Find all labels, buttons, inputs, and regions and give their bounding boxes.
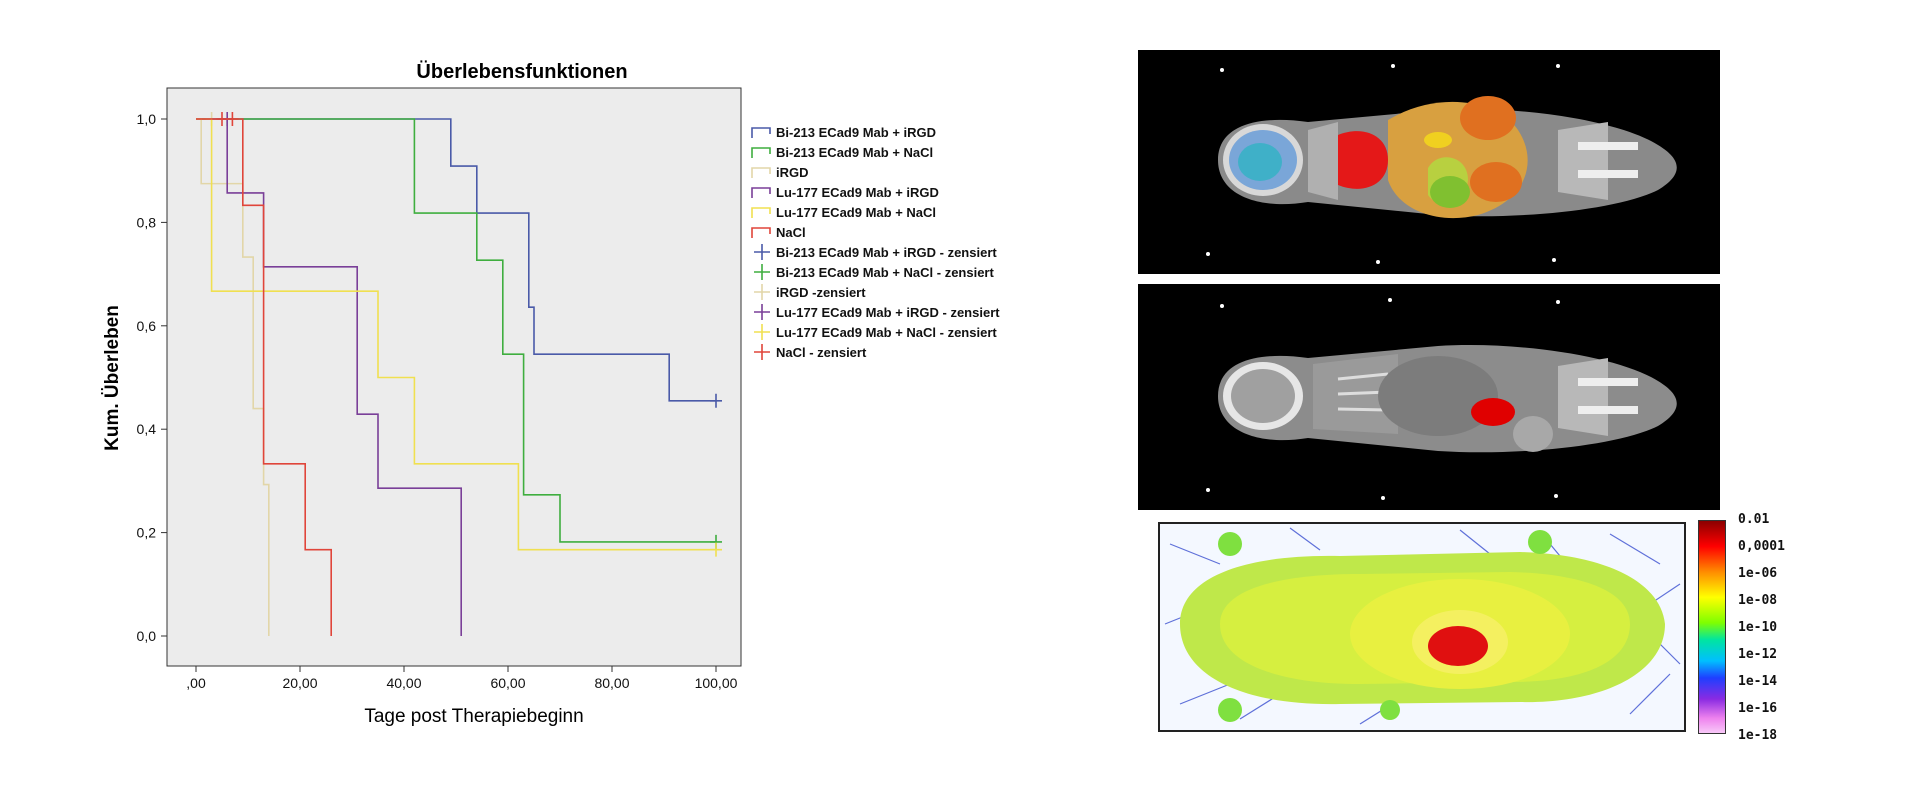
legend-censor-swatch xyxy=(754,304,770,320)
x-tick-label: 100,00 xyxy=(695,675,738,691)
x-axis: ,00 20,00 40,00 60,00 80,00 100,00 xyxy=(186,666,738,691)
chart-title: Überlebensfunktionen xyxy=(416,60,627,83)
ct-scan-image xyxy=(1138,284,1720,510)
y-tick-label: 0,4 xyxy=(137,421,157,437)
colorbar-tick-label: 0,0001 xyxy=(1738,539,1785,554)
legend-swatch xyxy=(751,227,771,238)
colorbar-tick-label: 1e-06 xyxy=(1738,566,1778,581)
y-axis-label: Kum. Überleben xyxy=(102,305,123,451)
legend-entry: iRGD -zensiert xyxy=(776,285,866,300)
legend-swatch xyxy=(751,207,771,218)
colorbar-tick-label: 1e-08 xyxy=(1738,593,1778,608)
colorbar-tick-label: 0.01 xyxy=(1738,512,1770,527)
x-tick-label: ,00 xyxy=(186,675,206,691)
legend-entry: iRGD xyxy=(776,165,809,180)
x-tick-label: 80,00 xyxy=(594,675,629,691)
x-tick-label: 40,00 xyxy=(386,675,421,691)
series-line-5 xyxy=(196,118,332,636)
legend-entry: NaCl xyxy=(776,225,806,240)
legend-censor-swatch xyxy=(754,344,770,360)
series-line-2 xyxy=(196,118,270,636)
censor-mark-5 xyxy=(216,112,228,126)
colorbar-tick-label: 1e-12 xyxy=(1738,647,1778,662)
legend-entry: Bi-213 ECad9 Mab + NaCl xyxy=(776,145,933,160)
series-line-1 xyxy=(196,118,716,543)
series-line-3 xyxy=(196,118,462,636)
legend-entry: Lu-177 ECad9 Mab + iRGD - zensiert xyxy=(776,305,1000,320)
y-axis: 0,0 0,2 0,4 0,6 0,8 1,0 xyxy=(137,111,167,644)
x-tick-label: 60,00 xyxy=(490,675,525,691)
dose-heatmap-image xyxy=(1158,522,1686,732)
colorbar-tick-label: 1e-14 xyxy=(1738,674,1778,689)
legend-swatch xyxy=(751,187,771,198)
series-line-0 xyxy=(196,118,716,402)
censor-mark-4 xyxy=(710,542,722,557)
ct-scan-segmented-image xyxy=(1138,50,1720,274)
x-axis-label: Tage post Therapiebeginn xyxy=(364,706,583,727)
y-tick-label: 0,6 xyxy=(137,318,157,334)
legend-censor-swatch xyxy=(754,324,770,340)
censor-mark-0 xyxy=(710,393,722,408)
legend-entry: Lu-177 ECad9 Mab + NaCl xyxy=(776,205,936,220)
legend: Bi-213 ECad9 Mab + iRGD Bi-213 ECad9 Mab … xyxy=(751,125,1000,360)
series-group xyxy=(196,112,722,636)
legend-censor-swatch xyxy=(754,284,770,300)
legend-entry: Bi-213 ECad9 Mab + iRGD xyxy=(776,125,936,140)
y-tick-label: 0,0 xyxy=(137,628,157,644)
legend-entry: Bi-213 ECad9 Mab + iRGD - zensiert xyxy=(776,245,997,260)
colorbar-tick-label: 1e-10 xyxy=(1738,620,1778,635)
legend-swatch xyxy=(751,167,771,178)
legend-censor-swatch xyxy=(754,264,770,280)
y-tick-label: 0,2 xyxy=(137,525,157,541)
legend-entry: NaCl - zensiert xyxy=(776,345,867,360)
legend-censor-swatch xyxy=(754,244,770,260)
legend-swatch xyxy=(751,147,771,158)
kaplan-meier-chart: Überlebensfunktionen ,00 20,00 40,00 60,00 8… xyxy=(102,60,1000,727)
censor-mark-5 xyxy=(226,112,239,126)
x-tick-label: 20,00 xyxy=(282,675,317,691)
legend-entry: Lu-177 ECad9 Mab + NaCl - zensiert xyxy=(776,325,997,340)
y-tick-label: 0,8 xyxy=(137,214,157,230)
series-line-4 xyxy=(196,118,716,551)
y-tick-label: 1,0 xyxy=(137,111,157,127)
legend-swatch xyxy=(751,127,771,138)
colorbar xyxy=(1698,520,1726,734)
legend-entry: Lu-177 ECad9 Mab + iRGD xyxy=(776,185,939,200)
colorbar-tick-label: 1e-18 xyxy=(1738,728,1778,743)
colorbar-tick-label: 1e-16 xyxy=(1738,701,1778,716)
plot-area xyxy=(166,87,742,667)
legend-entry: Bi-213 ECad9 Mab + NaCl - zensiert xyxy=(776,265,994,280)
